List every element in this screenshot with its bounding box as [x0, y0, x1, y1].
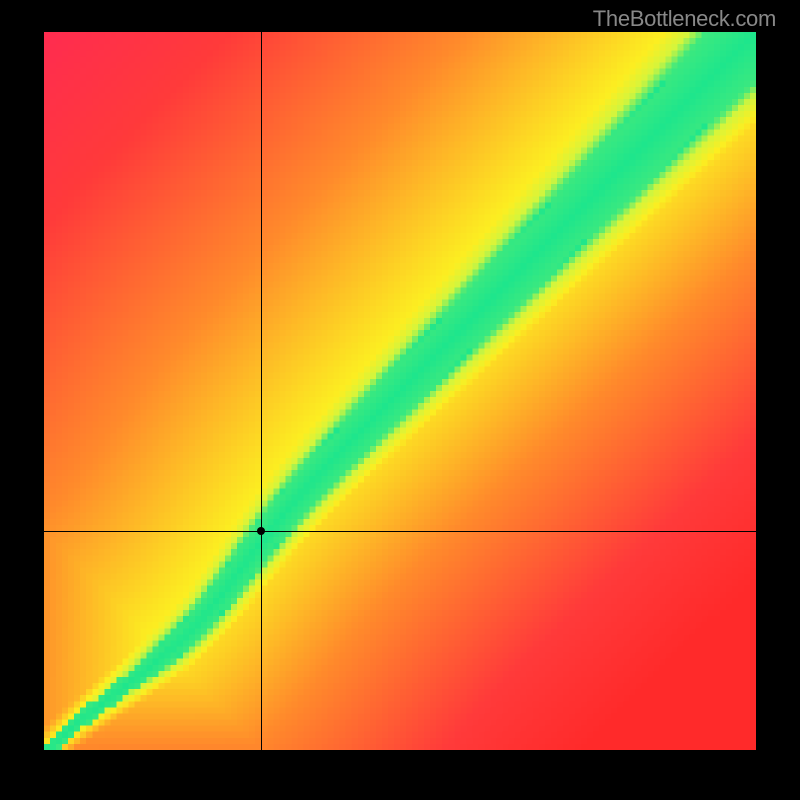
heatmap-canvas [44, 32, 756, 750]
crosshair-vertical [261, 32, 262, 750]
crosshair-marker [257, 527, 265, 535]
heatmap-plot [44, 32, 756, 750]
crosshair-horizontal [44, 531, 756, 532]
watermark-text: TheBottleneck.com [593, 6, 776, 32]
